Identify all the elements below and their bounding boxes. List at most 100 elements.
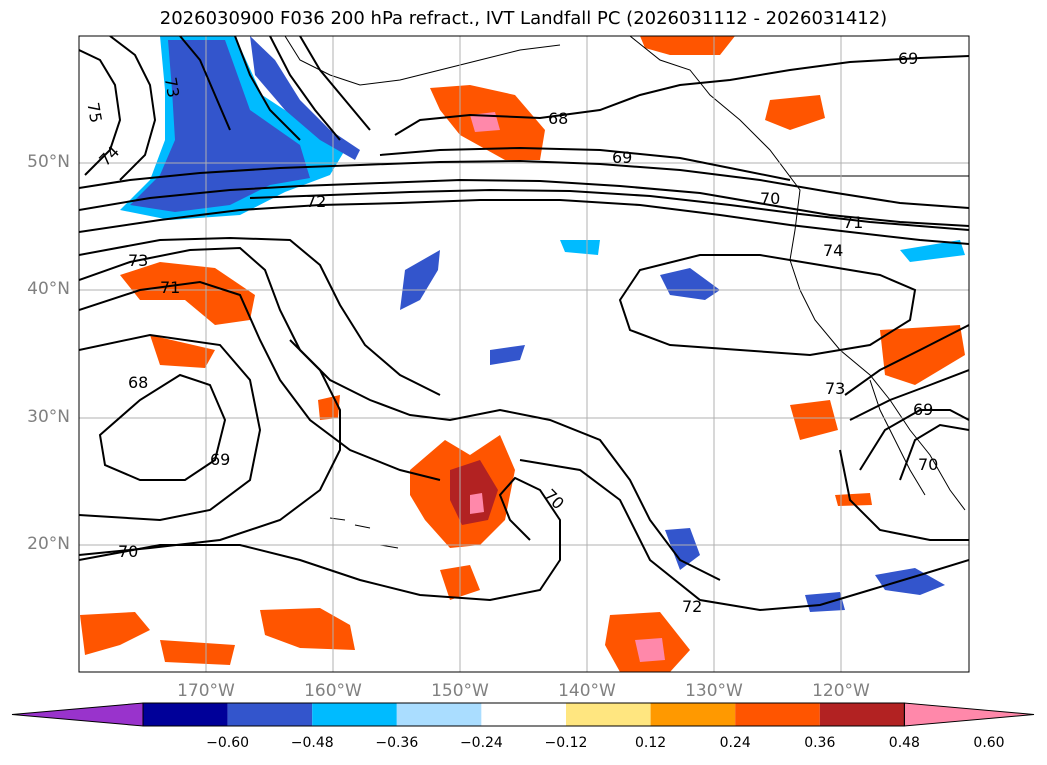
blue-region-coast — [900, 240, 965, 262]
contour-label: 73 — [825, 379, 845, 398]
lon-label: 140°W — [558, 681, 616, 701]
colorbar-extend-right — [903, 702, 1035, 727]
blue-region-midpac-3 — [560, 240, 600, 255]
colorbar-segment — [735, 703, 820, 726]
contour-label: 72 — [682, 597, 702, 616]
blue-region-offshore — [660, 268, 720, 300]
north-america-coastline — [629, 36, 966, 511]
colorbar-segment — [396, 703, 482, 726]
blue-region-midpac-2 — [490, 345, 525, 365]
contour-east-2 — [849, 369, 969, 421]
colorbar-tick-label: −0.60 — [206, 735, 250, 751]
contour-west-lobe-2 — [79, 280, 441, 481]
pink-region-hawaii — [470, 493, 484, 514]
contour-jet-2 — [79, 159, 969, 209]
colorbar-tick-label: 0.48 — [888, 735, 920, 751]
contour-west-lobe-3 — [79, 236, 441, 396]
contour-east-3 — [859, 409, 969, 471]
pink-region-gulf-alaska — [470, 112, 500, 132]
contour-label: 69 — [898, 49, 918, 68]
baja-coast — [869, 379, 926, 496]
contour-east-5 — [839, 449, 969, 541]
orange-region-mid-1 — [318, 395, 340, 420]
contour-label: 70 — [918, 455, 938, 474]
colorbar-extend-left — [11, 702, 144, 727]
lon-label: 170°W — [177, 681, 235, 701]
contour-nw-high-1 — [79, 49, 122, 176]
contour-label: 69 — [210, 450, 230, 469]
contour-east-1 — [844, 324, 969, 396]
colorbar-segment — [650, 703, 736, 726]
colorbar-segment — [566, 703, 651, 726]
contour-label: 72 — [306, 192, 326, 211]
coastlines — [284, 36, 969, 549]
blue-region-streaks — [250, 36, 360, 160]
map-title: 2026030900 F036 200 hPa refract., IVT La… — [159, 8, 888, 29]
colorbar-frame — [142, 702, 905, 727]
contour-mid-loop — [618, 254, 917, 357]
blue-region-sw — [805, 592, 845, 612]
contour-jet-3 — [79, 199, 969, 245]
contour-label: 69 — [612, 148, 632, 167]
contour-label: 70 — [760, 189, 780, 208]
contour-70-south — [79, 476, 561, 602]
orange-region-mex-2 — [835, 493, 872, 506]
colorbar-tick-label: 0.60 — [973, 735, 1005, 751]
contour-label: 71 — [843, 213, 863, 232]
contour-west-lobe-1 — [79, 246, 721, 581]
contour-jet-1 — [79, 178, 969, 227]
contour-north-2 — [379, 146, 791, 181]
colorbar-segment — [819, 703, 905, 726]
lat-label: 30°N — [27, 407, 70, 427]
contour-north-1 — [394, 55, 969, 136]
blue-region-baja — [665, 528, 700, 570]
colorbar-tick-label: 0.12 — [635, 735, 667, 751]
colorbar-tick-label: −0.12 — [544, 735, 588, 751]
contour-label: 68 — [548, 109, 568, 128]
orange-region-nw — [640, 36, 735, 55]
colorbar-segment — [481, 703, 566, 726]
red-region-hawaii — [450, 460, 498, 525]
contour-low-outer — [79, 333, 262, 522]
colorbar-segment — [143, 703, 228, 726]
contour-jet-4 — [249, 188, 969, 231]
blue-region-mexico — [875, 568, 945, 595]
contour-label: 71 — [160, 278, 180, 297]
lon-label: 120°W — [812, 681, 870, 701]
pink-region-south-4 — [635, 638, 665, 662]
lon-label: 150°W — [431, 681, 489, 701]
orange-region-bc — [765, 95, 825, 130]
colorbar-tick-label: 0.36 — [804, 735, 836, 751]
contour-label: 70 — [118, 542, 138, 561]
contour-72-south — [519, 459, 969, 612]
positive-shading — [80, 36, 965, 672]
contour-east-4 — [899, 423, 969, 481]
orange-region-west-2 — [150, 335, 215, 368]
colorbar-segment — [227, 703, 313, 726]
contour-nw-high-3 — [179, 36, 231, 131]
orange-region-baja-west — [790, 400, 838, 440]
colorbar-tick-label: −0.48 — [290, 735, 334, 751]
colorbar-segment — [312, 703, 397, 726]
orange-region-south-1 — [80, 612, 150, 655]
lon-label: 130°W — [685, 681, 743, 701]
contour-label: 74 — [823, 241, 843, 260]
lat-label: 40°N — [27, 279, 70, 299]
refractivity-contours — [79, 36, 969, 612]
blue-region-midpac-1 — [400, 250, 440, 310]
map-frame-border — [78, 35, 970, 673]
contour-nw-high-2 — [109, 36, 157, 181]
contour-label: 73 — [161, 76, 183, 99]
colorbar-tick-label: −0.36 — [375, 735, 419, 751]
lat-label: 20°N — [27, 534, 70, 554]
colorbar — [11, 702, 1035, 727]
lon-label: 160°W — [304, 681, 362, 701]
colorbar-tick-label: −0.24 — [459, 735, 503, 751]
contour-low-center — [98, 373, 227, 481]
contour-label: 68 — [128, 373, 148, 392]
contour-label: 75 — [83, 101, 105, 124]
orange-region-socal — [880, 325, 965, 385]
lat-label: 50°N — [27, 152, 70, 172]
orange-region-west — [120, 262, 255, 325]
